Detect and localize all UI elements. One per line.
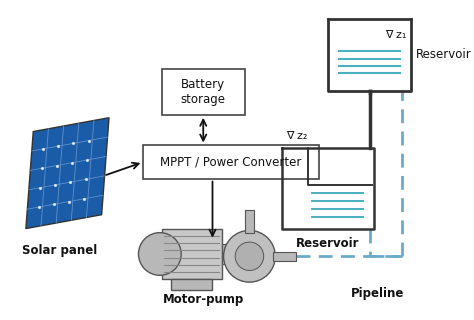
Bar: [222, 244, 231, 264]
Bar: [143, 145, 319, 179]
Bar: [162, 228, 222, 279]
Text: Reservoir: Reservoir: [416, 48, 472, 61]
Text: ∇ z₂: ∇ z₂: [286, 131, 308, 141]
Text: Solar panel: Solar panel: [22, 244, 98, 257]
Bar: [171, 279, 212, 291]
Polygon shape: [26, 118, 109, 228]
Circle shape: [224, 230, 275, 282]
Text: MPPT / Power Converter: MPPT / Power Converter: [160, 156, 301, 169]
Text: Pipeline: Pipeline: [351, 287, 404, 300]
Circle shape: [138, 233, 181, 275]
Text: ∇ z₁: ∇ z₁: [385, 30, 407, 40]
Bar: [245, 210, 254, 233]
Bar: [162, 69, 245, 115]
Bar: [273, 252, 296, 261]
Circle shape: [235, 242, 264, 270]
Text: Battery
storage: Battery storage: [181, 78, 226, 106]
Text: Reservoir: Reservoir: [296, 237, 360, 250]
Text: Motor-pump: Motor-pump: [163, 293, 244, 306]
